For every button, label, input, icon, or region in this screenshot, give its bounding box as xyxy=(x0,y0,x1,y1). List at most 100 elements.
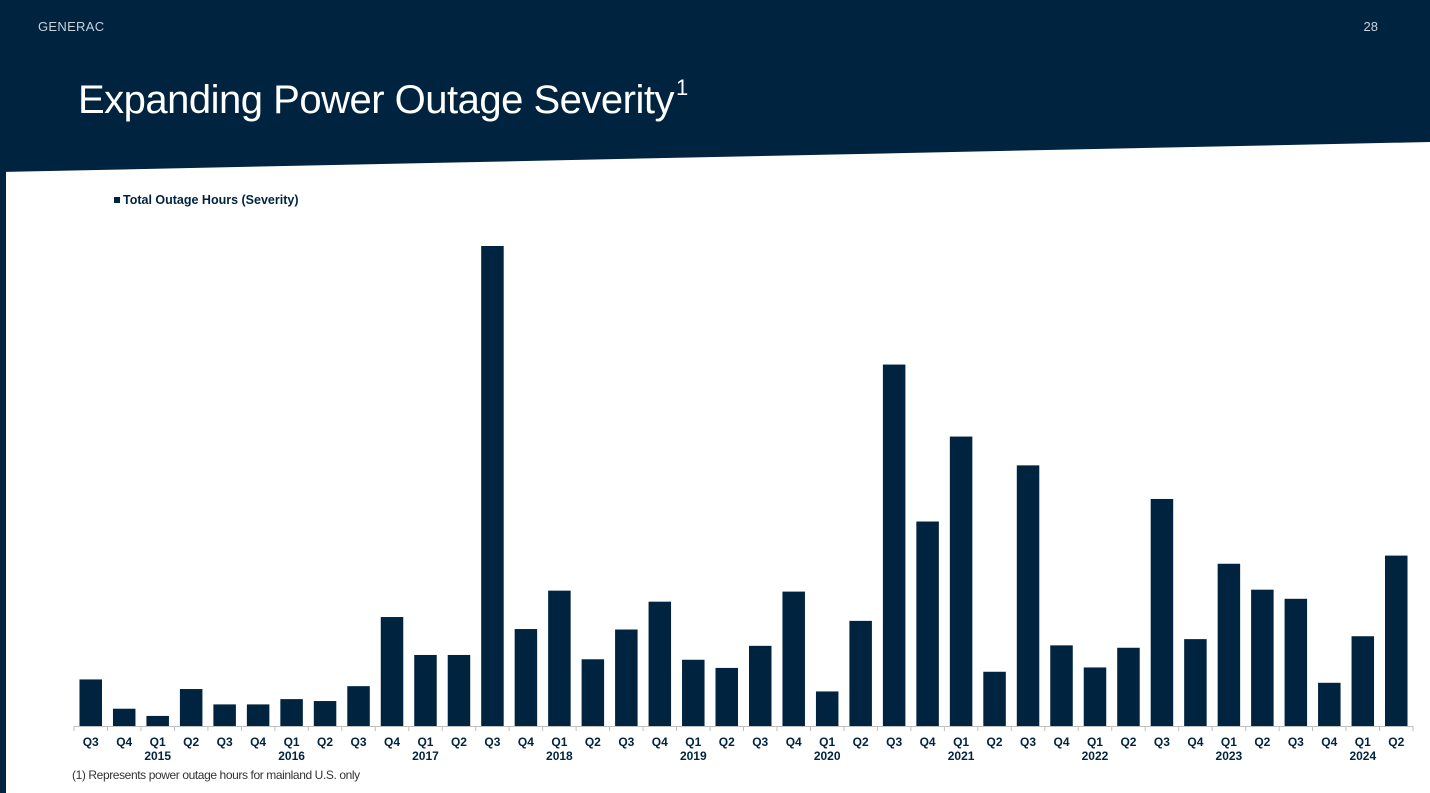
bar-8 xyxy=(347,686,370,726)
quarter-label-26: Q1 xyxy=(953,735,969,749)
bar-38 xyxy=(1351,636,1375,726)
bar-3 xyxy=(179,689,203,726)
bar-16 xyxy=(615,629,638,726)
quarter-label-2: Q1 xyxy=(150,735,166,749)
bar-29 xyxy=(1050,645,1073,726)
bar-11 xyxy=(447,654,471,726)
bar-36 xyxy=(1284,598,1308,726)
quarter-label-35: Q2 xyxy=(1254,735,1270,749)
quarter-label-11: Q2 xyxy=(451,735,467,749)
bar-39 xyxy=(1385,555,1408,726)
quarter-label-22: Q1 xyxy=(819,735,835,749)
bar-5 xyxy=(246,704,270,726)
quarter-label-18: Q1 xyxy=(685,735,701,749)
bar-14 xyxy=(548,590,571,726)
year-label-2018: 2018 xyxy=(546,749,573,763)
bar-6 xyxy=(280,699,303,726)
bar-4 xyxy=(213,704,236,726)
quarter-label-3: Q2 xyxy=(183,735,199,749)
quarter-label-7: Q2 xyxy=(317,735,333,749)
year-label-2024: 2024 xyxy=(1349,749,1376,763)
quarter-label-4: Q3 xyxy=(217,735,233,749)
quarter-label-30: Q1 xyxy=(1087,735,1103,749)
year-label-2019: 2019 xyxy=(680,749,707,763)
quarter-label-20: Q3 xyxy=(752,735,768,749)
bar-9 xyxy=(380,617,404,726)
quarter-label-9: Q4 xyxy=(384,735,400,749)
bar-15 xyxy=(581,659,605,726)
quarter-label-13: Q4 xyxy=(518,735,534,749)
legend-swatch xyxy=(114,197,120,203)
year-label-2017: 2017 xyxy=(412,749,439,763)
year-label-2016: 2016 xyxy=(278,749,305,763)
bar-1 xyxy=(112,708,136,726)
bar-31 xyxy=(1117,647,1140,726)
quarter-label-23: Q2 xyxy=(853,735,869,749)
bar-0 xyxy=(79,679,102,726)
quarter-label-39: Q2 xyxy=(1388,735,1404,749)
bar-33 xyxy=(1184,639,1207,726)
bar-26 xyxy=(949,436,973,726)
bar-17 xyxy=(648,601,672,726)
quarter-label-37: Q4 xyxy=(1321,735,1337,749)
bar-12 xyxy=(481,246,504,726)
left-accent-bar xyxy=(0,160,6,793)
chart-legend: Total Outage Hours (Severity) xyxy=(114,193,299,207)
bar-27 xyxy=(983,671,1006,726)
bar-28 xyxy=(1016,465,1040,726)
brand-logo-text: GENERAC xyxy=(38,19,105,34)
bar-30 xyxy=(1083,667,1107,726)
quarter-label-15: Q2 xyxy=(585,735,601,749)
quarter-label-19: Q2 xyxy=(719,735,735,749)
bar-13 xyxy=(514,629,538,726)
quarter-label-24: Q3 xyxy=(886,735,902,749)
quarter-label-5: Q4 xyxy=(250,735,266,749)
quarter-label-33: Q4 xyxy=(1187,735,1203,749)
bar-7 xyxy=(313,701,337,726)
bar-32 xyxy=(1150,498,1174,726)
bar-2 xyxy=(146,715,169,726)
header-banner xyxy=(0,0,1430,172)
quarter-label-12: Q3 xyxy=(484,735,500,749)
bar-34 xyxy=(1217,563,1241,726)
bar-35 xyxy=(1251,589,1274,726)
bar-23 xyxy=(849,620,872,726)
quarter-label-8: Q3 xyxy=(351,735,367,749)
bar-37 xyxy=(1318,682,1341,726)
bar-22 xyxy=(815,691,839,726)
bar-21 xyxy=(782,591,805,726)
quarter-label-29: Q4 xyxy=(1054,735,1070,749)
bars-group xyxy=(79,246,1408,726)
quarter-label-28: Q3 xyxy=(1020,735,1036,749)
year-label-2015: 2015 xyxy=(144,749,171,763)
year-label-2020: 2020 xyxy=(814,749,841,763)
quarter-label-27: Q2 xyxy=(987,735,1003,749)
bar-20 xyxy=(748,645,772,726)
year-label-2022: 2022 xyxy=(1082,749,1109,763)
quarter-label-0: Q3 xyxy=(83,735,99,749)
year-labels: 2015 2016 2017 2018 2019 2020 2021 2022 2023 2024 xyxy=(144,749,1376,763)
quarter-label-17: Q4 xyxy=(652,735,668,749)
quarter-label-14: Q1 xyxy=(551,735,567,749)
bar-18 xyxy=(682,659,705,726)
bar-19 xyxy=(715,667,739,726)
legend-label: Total Outage Hours (Severity) xyxy=(123,193,299,207)
title-footnote-marker: 1 xyxy=(675,74,688,100)
quarter-label-31: Q2 xyxy=(1120,735,1136,749)
year-label-2021: 2021 xyxy=(948,749,975,763)
bar-24 xyxy=(882,364,906,726)
x-axis-ticks xyxy=(73,726,1414,731)
page-title-text: Expanding Power Outage Severity xyxy=(78,78,674,122)
quarter-label-6: Q1 xyxy=(284,735,300,749)
quarter-label-32: Q3 xyxy=(1154,735,1170,749)
bar-25 xyxy=(916,521,939,726)
quarter-label-16: Q3 xyxy=(618,735,634,749)
bar-10 xyxy=(414,654,437,726)
footnote: (1) Represents power outage hours for ma… xyxy=(72,768,360,782)
quarter-label-21: Q4 xyxy=(786,735,802,749)
quarter-label-10: Q1 xyxy=(417,735,433,749)
quarter-label-34: Q1 xyxy=(1221,735,1237,749)
quarter-label-38: Q1 xyxy=(1355,735,1371,749)
quarter-label-36: Q3 xyxy=(1288,735,1304,749)
